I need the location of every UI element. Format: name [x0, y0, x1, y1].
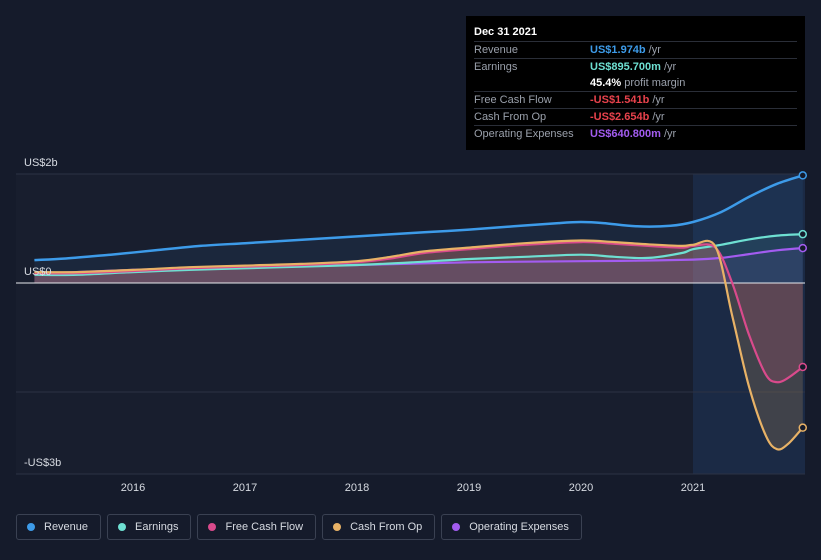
x-tick-label: 2016: [121, 482, 145, 494]
tooltip-row-free-cash-flow: Free Cash Flow -US$1.541b /yr: [474, 91, 797, 108]
tooltip-date: Dec 31 2021: [474, 26, 537, 38]
tooltip-unit: /yr: [648, 44, 661, 56]
tooltip-unit: /yr: [652, 111, 665, 123]
y-label-top: US$2b: [24, 157, 58, 169]
tooltip-row-operating-expenses: Operating Expenses US$640.800m /yr: [474, 125, 797, 142]
tooltip-value: US$1.974b: [590, 44, 646, 56]
tooltip-value: US$640.800m: [590, 128, 661, 140]
endpoint-free-cash-flow: [798, 362, 808, 372]
legend-dot-icon: [208, 523, 217, 531]
area-cash-from-op: [34, 240, 803, 450]
chart: US$2b US$0 -US$3b 2016 2017 2018 2019 2020 20…: [16, 157, 808, 494]
legend-label: Cash From Op: [350, 521, 423, 533]
tooltip-unit: /yr: [663, 61, 677, 73]
x-tick-label: 2017: [233, 482, 257, 494]
legend-item-cash-from-op[interactable]: Cash From Op: [322, 514, 436, 540]
data-tooltip: Dec 31 2021 Revenue US$1.974b /yr Earnin…: [466, 16, 805, 150]
x-tick-label: 2021: [681, 482, 705, 494]
area-earnings: [34, 234, 803, 283]
area-operating-expenses: [34, 248, 803, 283]
legend-item-earnings[interactable]: Earnings: [107, 514, 192, 540]
tooltip-label: Revenue: [474, 44, 519, 56]
y-label-bottom: -US$3b: [24, 457, 61, 469]
tooltip-row-earnings: Earnings US$895.700m /yr: [474, 58, 797, 75]
y-label-zero: US$0: [24, 266, 52, 278]
highlight-region: [693, 174, 805, 474]
endpoint-cash-from-op: [798, 423, 808, 432]
x-tick-label: 2020: [569, 482, 593, 494]
line-cash-from-op: [34, 239, 804, 451]
tooltip-value: -US$2.654b: [590, 111, 650, 123]
x-axis-ticks: 2016 2017 2018 2019 2020 2021: [121, 482, 705, 494]
line-revenue: [34, 174, 804, 262]
tooltip-row-profit-margin: 45.4% profit margin: [474, 75, 797, 91]
tooltip-label: Free Cash Flow: [474, 94, 552, 106]
tooltip-label: Operating Expenses: [474, 128, 574, 140]
legend-label: Operating Expenses: [469, 521, 569, 533]
tooltip-label: Cash From Op: [474, 111, 547, 123]
legend-item-revenue[interactable]: Revenue: [16, 514, 102, 540]
legend-label: Earnings: [135, 521, 179, 533]
endpoint-earnings: [798, 229, 808, 239]
tooltip-unit: /yr: [663, 128, 677, 140]
tooltip-label: Earnings: [474, 61, 518, 73]
tooltip-value: -US$1.541b: [590, 94, 650, 106]
legend-dot-icon: [333, 523, 342, 531]
line-earnings: [34, 233, 803, 277]
legend-label: Revenue: [44, 521, 89, 533]
endpoint-operating-expenses: [798, 243, 808, 253]
tooltip-unit: /yr: [652, 94, 665, 106]
legend-dot-icon: [452, 523, 461, 531]
tooltip-unit: profit margin: [624, 77, 686, 89]
tooltip-label: [474, 75, 590, 91]
area-free-cash-flow: [34, 242, 803, 383]
legend-dot-icon: [27, 523, 35, 531]
tooltip-row-revenue: Revenue US$1.974b /yr: [474, 41, 797, 58]
tooltip-value: 45.4%: [590, 77, 622, 89]
plot-background: [16, 174, 805, 474]
chart-legend: Revenue Earnings Free Cash Flow Cash Fro…: [16, 514, 582, 542]
endpoint-revenue: [798, 171, 808, 180]
tooltip-row-cash-from-op: Cash From Op -US$2.654b /yr: [474, 108, 797, 125]
tooltip-value: US$895.700m: [590, 61, 661, 73]
legend-dot-icon: [118, 523, 127, 531]
series-lines: [34, 174, 804, 451]
x-tick-label: 2018: [345, 482, 369, 494]
x-tick-label: 2019: [457, 482, 481, 494]
legend-label: Free Cash Flow: [225, 521, 304, 533]
series-endpoints: [798, 171, 808, 432]
legend-item-operating-expenses[interactable]: Operating Expenses: [441, 514, 582, 540]
legend-item-free-cash-flow[interactable]: Free Cash Flow: [197, 514, 317, 540]
